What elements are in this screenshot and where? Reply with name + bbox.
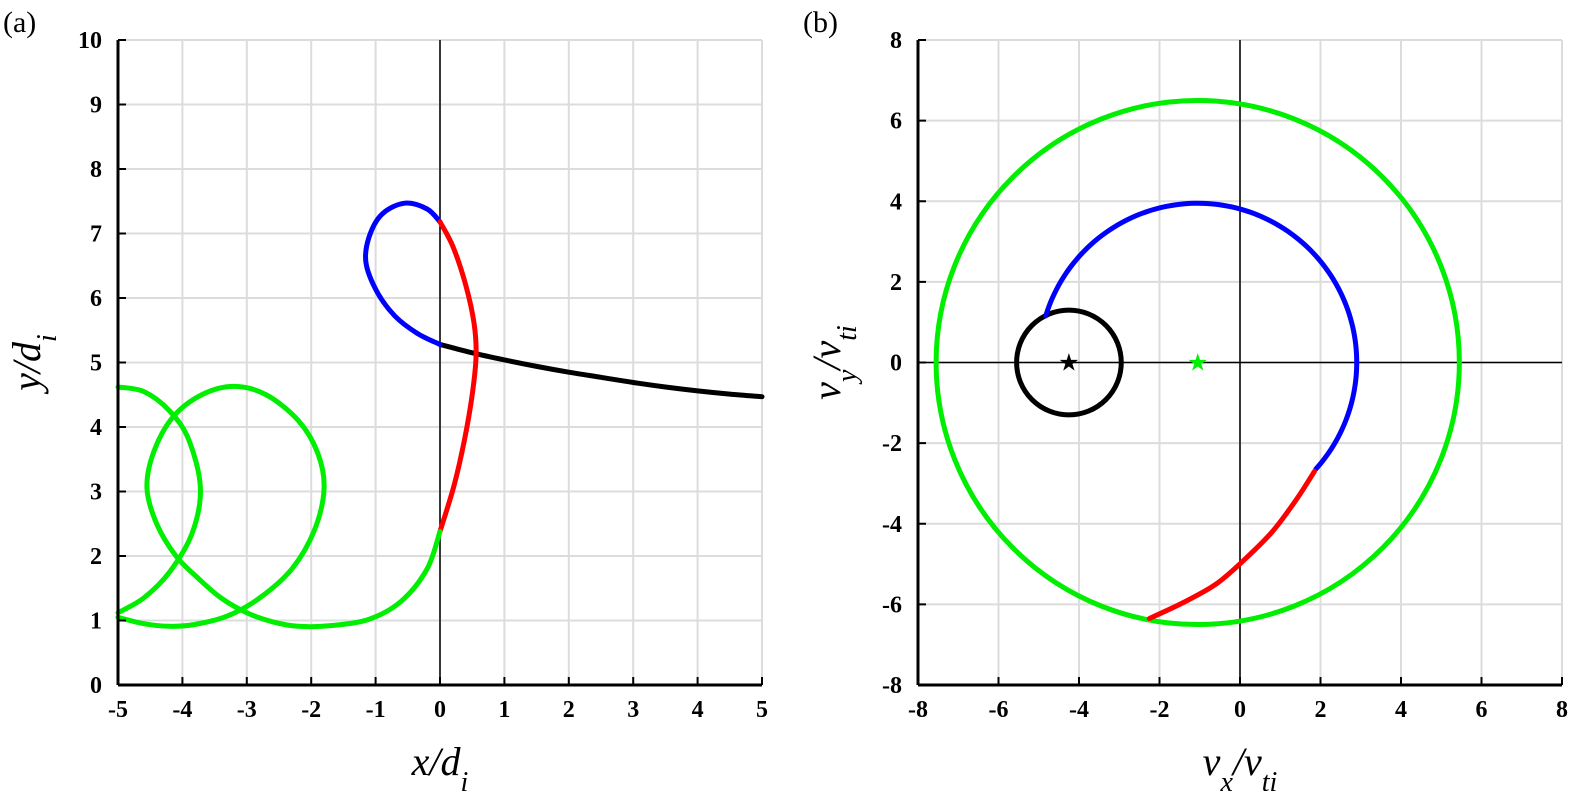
y-tick-label: -2 [882,431,902,457]
series-line-3 [115,383,443,630]
x-axis-label: vx/vti [1203,739,1278,791]
arc-segment-1 [1146,468,1317,621]
y-tick-label: 7 [90,222,102,248]
x-tick-label: -2 [1150,697,1170,723]
x-tick-label: 8 [1556,697,1568,723]
x-tick-label: 4 [692,697,704,723]
x-axis-label: x/di [411,739,469,791]
x-tick-label: 4 [1395,697,1407,723]
y-tick-label: 2 [90,544,102,570]
arc-segment-0 [1043,200,1360,472]
y-tick-label: 8 [890,28,902,54]
y-tick-label: 2 [890,270,902,296]
y-tick-label: 10 [78,28,102,54]
x-tick-label: -1 [366,697,386,723]
chart-panel-b: ★ ★ -8 -6 -4 -2 0 2 4 6 8 -8 -6 -4 -2 0 2 4 6 8 vx/vti vy/vti… [803,6,1568,791]
y-tick-label: 6 [90,286,102,312]
x-tick-label: -8 [908,697,928,723]
y-tick-label: 0 [890,351,902,377]
x-tick-label: 0 [434,697,446,723]
x-tick-label: -2 [301,697,321,723]
star-marker-0: ★ [1058,349,1080,377]
y-tick-label: 9 [90,93,102,119]
y-tick-label: -8 [882,673,902,699]
y-tick-label: 6 [890,109,902,135]
y-tick-label: 4 [90,415,102,441]
y-tick-label: 5 [90,351,102,377]
series-line-0 [437,341,765,400]
y-axis-label: y/di [4,334,63,395]
series-line-4 [115,384,203,616]
y-tick-label: 0 [90,673,102,699]
star-marker-1: ★ [1187,349,1209,377]
x-tick-label: -5 [108,697,128,723]
x-tick-label: 6 [1476,697,1488,723]
x-tick-label: 0 [1234,697,1246,723]
x-tick-label: -6 [989,697,1009,723]
panel-label: (b) [803,6,838,39]
y-tick-label: -4 [882,512,902,538]
y-tick-label: 3 [90,480,102,506]
x-tick-label: -4 [1069,697,1089,723]
y-tick-label: -6 [882,592,902,618]
y-tick-label: 1 [90,609,102,635]
x-tick-label: 1 [498,697,510,723]
x-tick-label: 2 [563,697,575,723]
y-tick-label: 4 [890,189,902,215]
x-tick-label: 5 [756,697,768,723]
circle-orbit-0 [933,97,1462,628]
chart-panel-a: -5 -4 -3 -2 -1 0 1 2 3 4 5 0 1 2 3 4 5 6 7 8 9 10 x/di y/di (a) [3,6,768,791]
panel-label: (a) [3,6,36,39]
x-tick-label: -4 [172,697,192,723]
series-line-1 [363,200,443,347]
circle-orbit-1 [1014,307,1124,418]
x-tick-label: -3 [237,697,257,723]
x-tick-label: 3 [627,697,639,723]
series-line-2 [437,219,479,534]
y-tick-label: 8 [90,157,102,183]
x-tick-label: 2 [1315,697,1327,723]
y-axis-label: vy/vti [804,325,863,400]
